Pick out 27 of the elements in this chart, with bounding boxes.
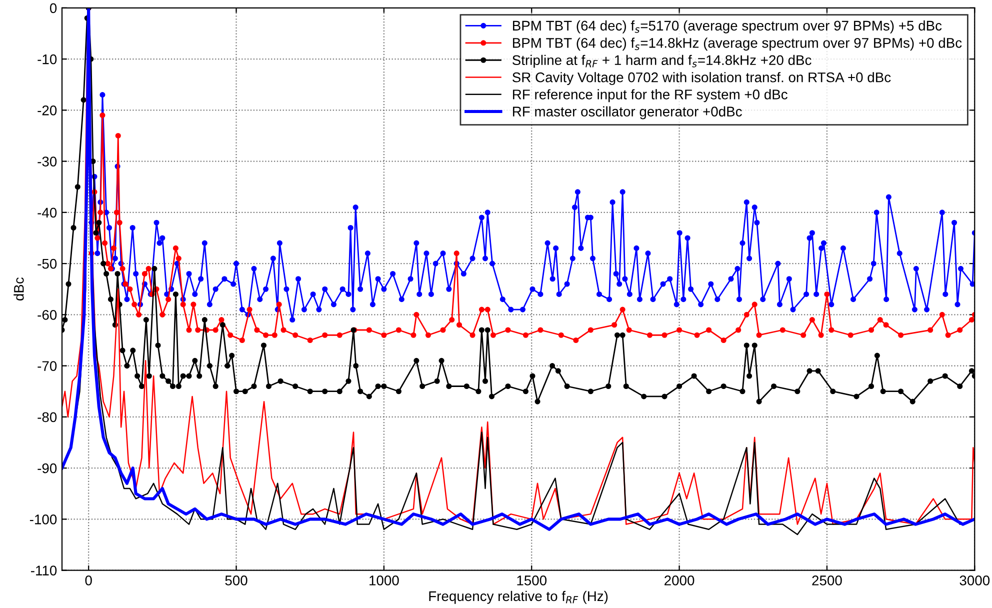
x-tick-label: 1000 xyxy=(370,576,399,586)
y-tick-label: -60 xyxy=(38,310,57,320)
x-tick-label: 3000 xyxy=(960,576,990,586)
y-tick-label: -70 xyxy=(38,361,57,371)
y-tick-label: -50 xyxy=(38,258,57,269)
y-tick-label: -80 xyxy=(38,412,57,422)
y-tick-label: -100 xyxy=(30,514,57,524)
y-tick-label: -10 xyxy=(38,54,57,64)
legend-label: RF reference input for the RF system +0 dBc xyxy=(513,89,788,102)
y-tick-label: -20 xyxy=(38,105,57,116)
y-tick-label: -110 xyxy=(30,566,57,576)
x-tick-label: 500 xyxy=(225,576,248,586)
y-tick-label: -30 xyxy=(38,156,57,166)
legend-label: SR Cavity Voltage 0702 with isolation transf. on RTSA +0 dBc xyxy=(512,72,891,86)
x-tick-label: 1500 xyxy=(517,576,547,586)
x-tick-label: 2500 xyxy=(812,576,842,586)
x-tick-label: 0 xyxy=(85,576,92,586)
legend-label: BPM TBT (64 dec) f$_{s}$=14.8kHz (average spectrum over 97 BPMs) +0 dBc xyxy=(513,38,962,51)
legend-label: RF master oscillator generator +0dBc xyxy=(513,106,742,120)
y-tick-label: -40 xyxy=(38,208,57,218)
legend-label: Stripline at f$_{RF}$ + 1 harm and f$_{s}$=14.8kHz +20 dBc xyxy=(512,54,812,68)
y-tick-label: 0 xyxy=(50,3,57,14)
legend-label: BPM TBT (64 dec) f$_{s}$=5170 (average spectrum over 97 BPMs) +5 dBc xyxy=(513,20,942,34)
x-tick-label: 2000 xyxy=(664,576,694,586)
y-axis-title: dBc xyxy=(14,278,24,300)
y-tick-label: -90 xyxy=(38,463,57,474)
x-axis-title: Frequency relative to f$_{RF}$ (Hz) xyxy=(429,590,608,604)
